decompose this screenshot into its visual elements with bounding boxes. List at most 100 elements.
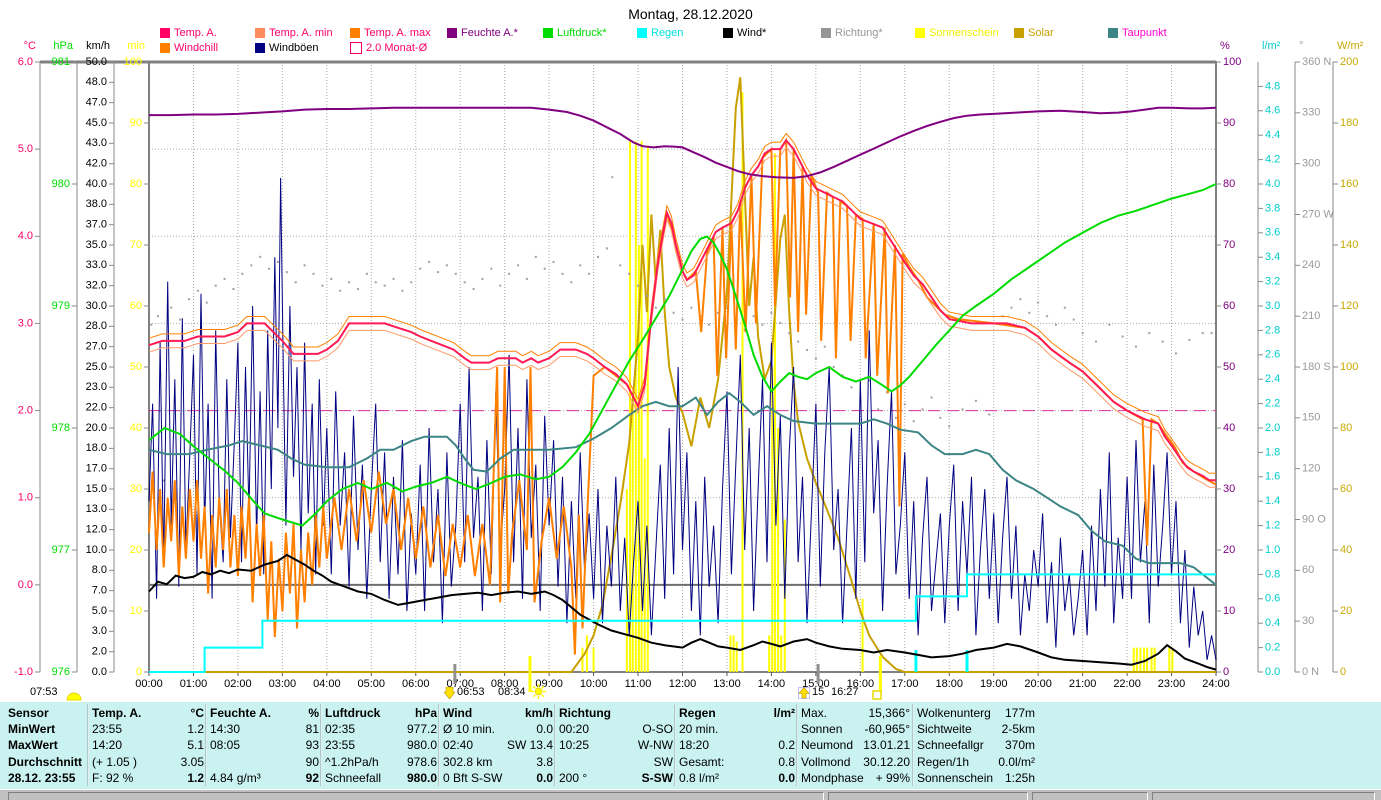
cell-label: 14:30 (210, 721, 306, 737)
cell-label: 00:20 (559, 721, 642, 737)
cell-label: Sonnen Pos (801, 721, 865, 737)
info-row: Sichtweite2-5km (917, 721, 1035, 737)
cell-label: 23:55 (92, 721, 187, 737)
table-data-row: Schneefall980.0 (325, 770, 437, 786)
table-col-direction: Richtung00:20O-SO10:25W-NWSW200 °S-SW (559, 702, 673, 792)
table-data-row: 18:200.2 (679, 737, 795, 753)
cell-value: 0.0l/m² (998, 754, 1035, 770)
table-header-row: LuftdruckhPa (325, 705, 437, 721)
cell-label: Schneefallgr (917, 737, 1005, 753)
table-data-row: 0.8 l/m²0.0 (679, 770, 795, 786)
cell-label: (+ 1.05 ) (92, 754, 181, 770)
cell-value: hPa (415, 705, 437, 721)
cell-label: F: 92 % (92, 770, 187, 786)
cell-value: 0.8 (778, 754, 795, 770)
cell-value: O-SO (642, 721, 673, 737)
sun-icon (531, 684, 546, 704)
cell-label: Gesamt: (679, 754, 778, 770)
table-data-row: 302.8 km3.8 (443, 754, 553, 770)
cell-value: l/m² (774, 705, 795, 721)
cell-value: 980.0 (407, 770, 437, 786)
cell-value: SW (654, 754, 673, 770)
info-row: Mondphase+ 99% (801, 770, 910, 786)
table-data-row: 08:0593 (210, 737, 319, 753)
cell-label: Max. Sonnen (801, 705, 868, 721)
cell-value: W-NW (638, 737, 673, 753)
status-bar-panel (1032, 792, 1148, 800)
table-data-row: 90 (210, 754, 319, 770)
info-row: Vollmond30.12.20 (801, 754, 910, 770)
cell-label: MinWert (8, 721, 87, 737)
table-column-divider (87, 704, 89, 786)
moonrise-label: 15 (812, 686, 824, 698)
cell-value: 1:25h (1005, 770, 1035, 786)
table-data-row: 02:35977.2 (325, 721, 437, 737)
cell-label: Luftdruck (325, 705, 415, 721)
cell-value: 977.2 (407, 721, 437, 737)
cell-label: Richtung (559, 705, 673, 721)
cell-label: Feuchte A. (210, 705, 308, 721)
table-data-row: 00:20O-SO (559, 721, 673, 737)
cell-value: 90 (306, 754, 319, 770)
cell-value: 370m (1005, 737, 1035, 753)
status-bar (0, 789, 1381, 800)
cell-value: 980.0 (407, 737, 437, 753)
table-header-row: Regenl/m² (679, 705, 795, 721)
table-header-row: Feuchte A.% (210, 705, 319, 721)
cell-value: -60,965° (865, 721, 911, 737)
info-row: Max. Sonnen15,366° (801, 705, 910, 721)
info-row: Sonnenschein1:25h (917, 770, 1035, 786)
cell-label: Regen (679, 705, 774, 721)
table-col-temp: Temp. A.°C23:551.214:205.1(+ 1.05 )3.05F… (92, 702, 204, 792)
table-col-conditions: Wolkenunterg177mSichtweite2-5kmSchneefal… (917, 702, 1035, 792)
cell-value: 15,366° (868, 705, 910, 721)
table-data-row: 0 Bft S-SW0.0 (443, 770, 553, 786)
cell-label (559, 754, 654, 770)
moonset-time-label: 07:53 (30, 686, 58, 698)
info-row: Wolkenunterg177m (917, 705, 1035, 721)
table-column-divider (320, 704, 322, 786)
info-row: Sonnen Pos-60,965° (801, 721, 910, 737)
sensor-row-label: MaxWert (8, 737, 87, 753)
cell-value: 5.1 (187, 737, 204, 753)
cell-label: Neumond (801, 737, 863, 753)
cell-label: 14:20 (92, 737, 187, 753)
table-col-astro: Max. Sonnen15,366°Sonnen Pos-60,965°Neum… (801, 702, 910, 792)
cell-label: 200 ° (559, 770, 642, 786)
weather-chart-window: Montag, 28.12.2020 6.05.04.03.02.01.00.0… (0, 0, 1381, 800)
table-column-divider (674, 704, 676, 786)
sunset-time-label: 16:27 (831, 686, 859, 698)
cell-label: Sichtweite (917, 721, 1002, 737)
table-data-row: 14:3081 (210, 721, 319, 737)
table-data-row: (+ 1.05 )3.05 (92, 754, 204, 770)
cell-label: Wind (443, 705, 525, 721)
table-column-divider (438, 704, 440, 786)
table-column-divider (796, 704, 798, 786)
table-data-row: 14:205.1 (92, 737, 204, 753)
cell-value: °C (191, 705, 204, 721)
cell-label: 02:35 (325, 721, 407, 737)
table-data-row: Gesamt:0.8 (679, 754, 795, 770)
table-col-sensor: SensorMinWertMaxWertDurchschnitt28.12. 2… (8, 702, 87, 792)
table-col-humidity: Feuchte A.%14:308108:0593904.84 g/m³92 (210, 702, 319, 792)
table-data-row: 02:40SW 13.4 (443, 737, 553, 753)
cell-value: 3.05 (181, 754, 204, 770)
cell-value: km/h (525, 705, 553, 721)
cell-value: + 99% (876, 770, 910, 786)
summary-table: SensorMinWertMaxWertDurchschnitt28.12. 2… (0, 702, 1381, 789)
moon-down-time-label: 06:53 (457, 686, 485, 698)
cell-value: 93 (306, 737, 319, 753)
cell-label: 18:20 (679, 737, 778, 753)
cell-value: 978.6 (407, 754, 437, 770)
cell-label: ^1.2hPa/h (325, 754, 407, 770)
table-column-divider (912, 704, 914, 786)
cell-value: 0.0 (536, 721, 553, 737)
cell-value: 92 (306, 770, 319, 786)
cell-label: Sensor (8, 705, 87, 721)
cell-label: Wolkenunterg (917, 705, 1005, 721)
cell-label: Ø 10 min. (443, 721, 536, 737)
status-bar-panel (8, 792, 824, 800)
cell-label: 302.8 km (443, 754, 536, 770)
info-row: Neumond13.01.21 (801, 737, 910, 753)
sensor-row-label: Durchschnitt (8, 754, 87, 770)
